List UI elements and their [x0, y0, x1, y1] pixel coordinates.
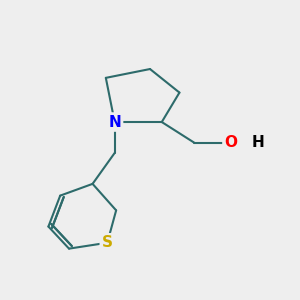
Text: N: N: [108, 115, 121, 130]
Text: O: O: [224, 135, 238, 150]
Text: S: S: [102, 235, 113, 250]
Text: H: H: [252, 135, 264, 150]
